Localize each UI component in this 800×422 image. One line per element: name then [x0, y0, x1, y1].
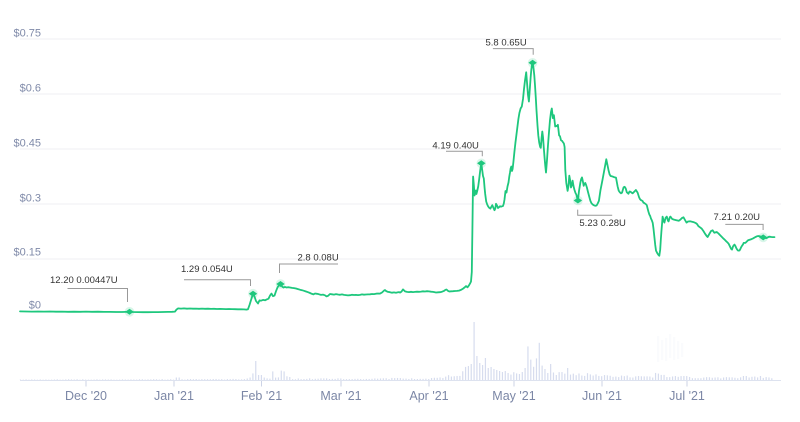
- svg-text:5.8 0.65U: 5.8 0.65U: [486, 38, 527, 49]
- svg-text:$0.75: $0.75: [13, 28, 41, 40]
- svg-text:Mar '21: Mar '21: [320, 389, 361, 403]
- svg-text:2.8 0.08U: 2.8 0.08U: [298, 253, 339, 264]
- svg-text:7.21 0.20U: 7.21 0.20U: [714, 212, 761, 223]
- svg-text:May '21: May '21: [492, 389, 535, 403]
- svg-text:Jan '21: Jan '21: [154, 389, 194, 403]
- svg-text:1.29 0.054U: 1.29 0.054U: [181, 264, 233, 275]
- svg-text:$0.3: $0.3: [20, 193, 41, 205]
- svg-text:$0.15: $0.15: [13, 247, 41, 259]
- svg-text:Jun '21: Jun '21: [582, 389, 622, 403]
- svg-text:$0.45: $0.45: [13, 137, 41, 149]
- svg-text:Apr '21: Apr '21: [409, 389, 448, 403]
- svg-text:5.23 0.28U: 5.23 0.28U: [579, 218, 626, 229]
- svg-text:$0: $0: [29, 300, 41, 312]
- svg-text:4.19 0.40U: 4.19 0.40U: [432, 141, 479, 152]
- svg-text:Jul '21: Jul '21: [669, 389, 705, 403]
- svg-text:Feb '21: Feb '21: [241, 389, 282, 403]
- svg-text:$0.6: $0.6: [20, 83, 41, 95]
- svg-text:12.20 0.00447U: 12.20 0.00447U: [50, 275, 118, 286]
- svg-text:Dec '20: Dec '20: [65, 389, 107, 403]
